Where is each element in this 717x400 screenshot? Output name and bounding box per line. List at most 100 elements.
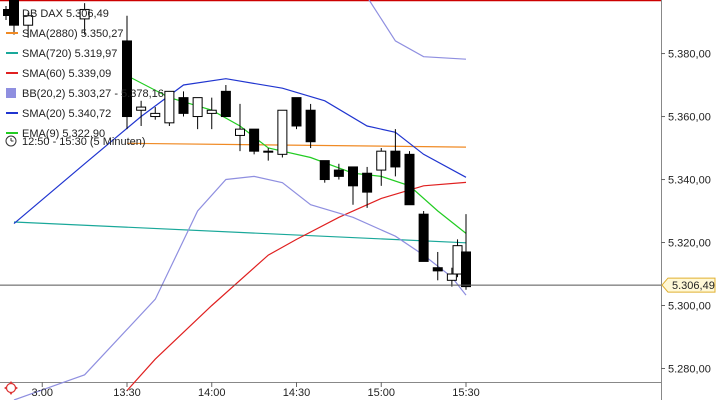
- candle: [333, 163, 344, 180]
- candle-body: [432, 267, 443, 272]
- legend-item: SMA(2880) 5.350,27: [6, 28, 124, 40]
- legend-item: BB(20,2) 5.303,27 - 5.378,16: [6, 88, 164, 100]
- candle-body: [220, 90, 231, 118]
- candle-icon-body: [3, 9, 9, 16]
- x-tick-label: 3:00: [32, 387, 53, 399]
- candles: [9, 0, 471, 290]
- series-line-sma-20-: [13, 78, 467, 225]
- candle: [277, 109, 288, 158]
- candle-body: [206, 109, 217, 114]
- candle: [79, 3, 90, 35]
- legend-label: SMA(2880) 5.350,27: [22, 28, 124, 40]
- legend-item: EMA(9) 5.322,90: [6, 128, 105, 140]
- band-swatch-icon: [6, 88, 16, 98]
- candle-body: [305, 109, 316, 143]
- candle-body: [150, 112, 161, 118]
- current-price-line-group: 5.306,49: [0, 277, 716, 293]
- candle-body: [333, 169, 344, 177]
- candle: [136, 100, 147, 126]
- x-tick-label: 15:30: [452, 387, 480, 399]
- candle: [178, 91, 189, 117]
- candle: [23, 12, 34, 38]
- candle-body: [23, 15, 34, 26]
- candle-body: [362, 172, 373, 193]
- candle-body: [390, 150, 401, 168]
- candle: [235, 103, 245, 152]
- y-tick-label: 5.340,00: [668, 175, 711, 187]
- candle-body: [461, 251, 471, 288]
- candle-body: [446, 273, 457, 281]
- candle-body: [263, 150, 274, 153]
- candle: [220, 85, 231, 118]
- x-axis-ticks: 3:00 13:30 14:00 14:30 15:00 15:30: [32, 382, 480, 399]
- y-axis-ticks: 5.380,00 5.360,00 5.340,00 5.320,00 5.300,00…: [661, 49, 711, 376]
- legend-item: DB DAX 5.306,49: [3, 6, 109, 20]
- candle-body: [235, 128, 245, 136]
- candle: [192, 97, 203, 130]
- x-tick-label: 15:00: [367, 387, 395, 399]
- candle: [348, 166, 358, 205]
- legend-item: SMA(720) 5.319,97: [6, 48, 117, 60]
- x-tick-label: 14:30: [283, 387, 311, 399]
- arrows-icon: [4, 381, 18, 395]
- legend-label: SMA(720) 5.319,97: [22, 48, 117, 60]
- candle: [418, 211, 429, 262]
- candle: [319, 160, 330, 183]
- candle-body: [319, 160, 330, 181]
- candle-body: [249, 128, 260, 152]
- series-line-sma-720-: [13, 221, 467, 244]
- candle-body: [178, 97, 189, 114]
- x-tick-label: 13:30: [113, 387, 141, 399]
- series-line-sma-2880-: [126, 142, 467, 148]
- y-tick-label: 5.380,00: [668, 49, 711, 61]
- x-tick-label: 14:00: [198, 387, 226, 399]
- candle: [461, 214, 471, 290]
- candle: [9, 0, 19, 35]
- candle: [249, 128, 260, 155]
- legend-label: SMA(20) 5.340,72: [22, 108, 111, 120]
- candle: [305, 103, 316, 149]
- y-tick-label: 5.280,00: [668, 364, 711, 376]
- candle-body: [348, 166, 358, 187]
- candle: [390, 129, 401, 177]
- y-tick-label: 5.360,00: [668, 112, 711, 124]
- y-tick-label: 5.320,00: [668, 238, 711, 250]
- legend-item: SMA(20) 5.340,72: [6, 108, 111, 120]
- candle: [432, 251, 443, 281]
- clock-icon: [5, 135, 17, 147]
- legend: DB DAX 5.306,49 SMA(2880) 5.350,27 SMA(720…: [3, 6, 164, 140]
- candle: [446, 267, 457, 287]
- candle-body: [404, 153, 415, 206]
- candle: [150, 107, 161, 120]
- series-line-bb-upper: [368, 0, 467, 60]
- candle: [362, 166, 373, 208]
- candle-body: [418, 213, 429, 262]
- candle-body: [122, 40, 132, 118]
- candle-body: [192, 97, 203, 118]
- legend-label: DB DAX 5.306,49: [22, 8, 109, 20]
- candle: [122, 15, 132, 130]
- candle-body: [452, 245, 463, 275]
- y-tick-label: 5.300,00: [668, 301, 711, 313]
- candle: [206, 97, 217, 130]
- candle-body: [277, 109, 288, 155]
- current-price-badge: [661, 277, 716, 293]
- candle-body: [164, 90, 175, 124]
- candle-body: [376, 150, 387, 171]
- legend-label: EMA(9) 5.322,90: [22, 128, 105, 140]
- candle: [291, 97, 302, 130]
- candle: [376, 148, 387, 186]
- candle-body: [136, 106, 147, 111]
- candle-body: [291, 97, 302, 127]
- interval-text: 12:50 - 15:30 (5 Minuten): [22, 136, 146, 148]
- interval-label: 12:50 - 15:30 (5 Minuten): [5, 135, 146, 148]
- candle: [164, 90, 175, 126]
- legend-item: SMA(60) 5.339,09: [6, 68, 111, 80]
- current-price-label: 5.306,49: [672, 280, 715, 292]
- pan-handle[interactable]: [4, 381, 18, 395]
- candle-body: [9, 0, 19, 26]
- candle-body: [79, 8, 90, 20]
- legend-label: BB(20,2) 5.303,27 - 5.378,16: [22, 88, 164, 100]
- candle: [404, 151, 415, 206]
